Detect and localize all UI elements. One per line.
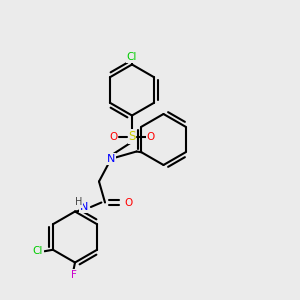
- Text: H: H: [75, 197, 82, 207]
- Text: N: N: [107, 154, 115, 164]
- Text: F: F: [70, 269, 76, 280]
- Text: N: N: [80, 202, 88, 212]
- Text: Cl: Cl: [127, 52, 137, 62]
- Text: Cl: Cl: [33, 246, 43, 256]
- Text: S: S: [128, 130, 136, 143]
- Text: O: O: [147, 131, 155, 142]
- Text: O: O: [124, 197, 133, 208]
- Text: O: O: [109, 131, 117, 142]
